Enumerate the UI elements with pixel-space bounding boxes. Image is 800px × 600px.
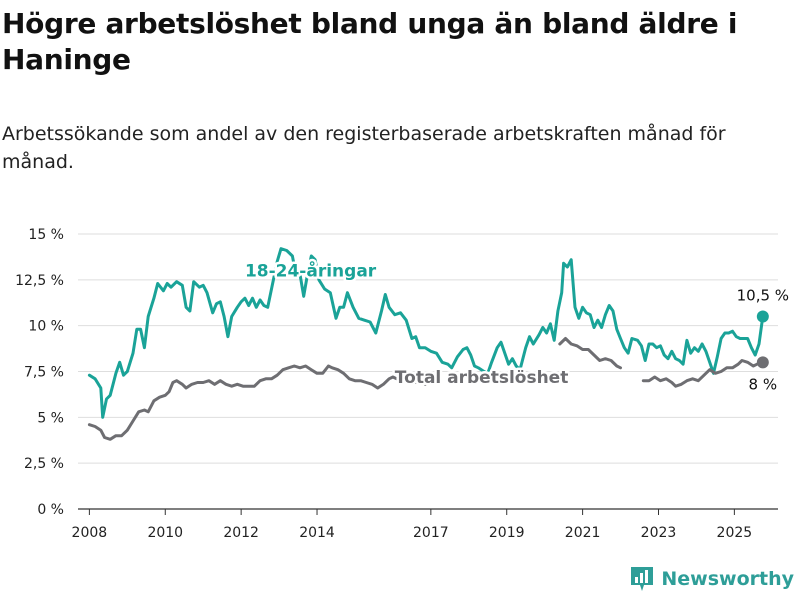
end-markers: 10,5 % 8 %: [737, 287, 789, 394]
x-tick-label: 2010: [147, 525, 183, 541]
grid-lines: [78, 233, 778, 510]
newsworthy-logo: Newsworthy: [629, 564, 794, 594]
bar-chart-logo-icon: [631, 567, 654, 591]
x-tick-label: 2014: [299, 525, 335, 541]
series-label-youth: 18-24-åringar: [245, 260, 377, 282]
series-label-total: Total arbetslöshet: [395, 368, 569, 388]
y-tick-label: 7,5 %: [24, 365, 64, 381]
end-label-youth: 10,5 %: [737, 287, 789, 305]
y-tick-label: 2,5 %: [24, 456, 64, 472]
end-label-total: 8 %: [749, 375, 778, 393]
chart-title: Högre arbetslöshet bland unga än bland ä…: [2, 7, 738, 76]
y-tick-label: 0 %: [37, 502, 64, 518]
x-tick-label: 2019: [489, 525, 525, 541]
x-tick-label: 2008: [72, 525, 108, 541]
x-axis: 2008 2010 2012 2014 2017 2019 2021 2023 2025: [72, 509, 753, 541]
y-axis: 0 % 2,5 % 5 % 7,5 % 10 % 12,5 % 15 %: [15, 227, 64, 518]
y-tick-label: 12,5 %: [15, 273, 64, 289]
series-line-youth: [87, 247, 765, 419]
series-line-total: [87, 337, 765, 441]
x-tick-label: 2017: [413, 525, 449, 541]
series-lines: [87, 247, 765, 441]
brand-name: Newsworthy: [661, 568, 794, 590]
x-tick-label: 2012: [223, 525, 259, 541]
x-tick-label: 2021: [565, 525, 601, 541]
end-point-youth: [756, 310, 769, 323]
series-labels: 18-24-åringar Total arbetslöshet: [242, 257, 570, 390]
x-tick-label: 2023: [641, 525, 677, 541]
end-point-total: [756, 356, 769, 369]
chart-subtitle: Arbetssökande som andel av den registerb…: [2, 123, 726, 173]
y-tick-label: 10 %: [28, 319, 64, 335]
y-tick-label: 15 %: [28, 227, 64, 243]
x-tick-label: 2025: [717, 525, 753, 541]
y-tick-label: 5 %: [37, 410, 64, 426]
